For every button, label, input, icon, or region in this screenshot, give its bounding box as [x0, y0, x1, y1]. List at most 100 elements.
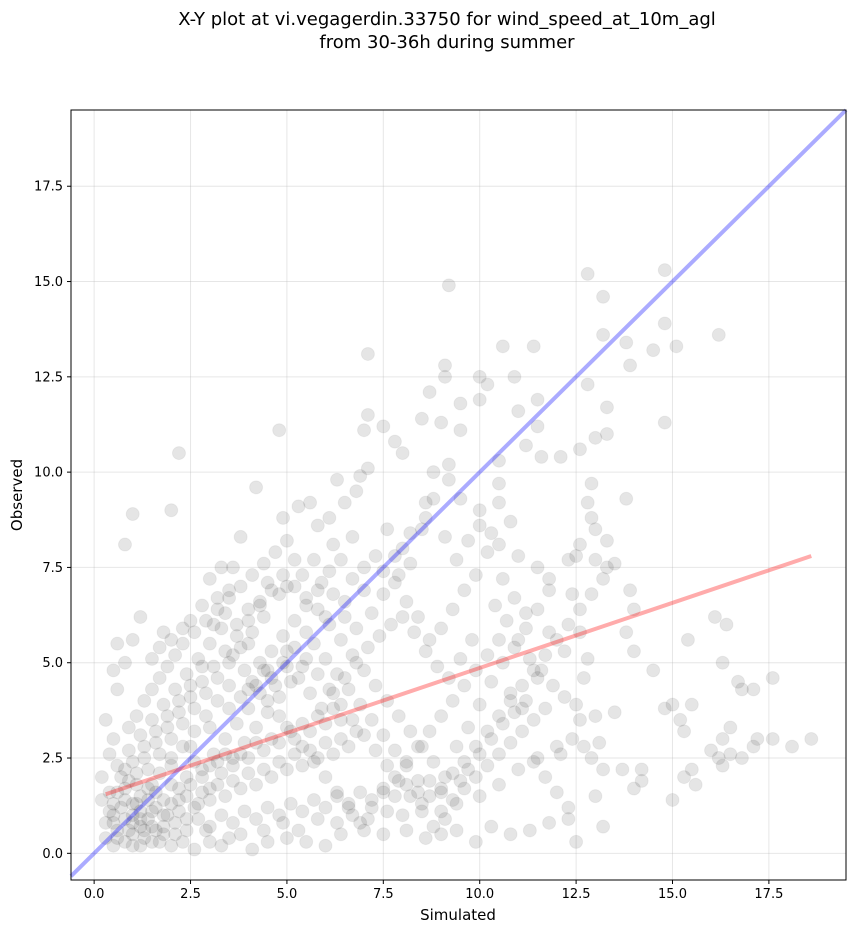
data-point [310, 709, 325, 724]
data-point [596, 289, 611, 304]
data-point [102, 785, 117, 800]
data-point [438, 812, 453, 827]
data-point [511, 548, 526, 563]
data-point [576, 739, 591, 754]
data-point [495, 571, 510, 586]
data-point [326, 537, 341, 552]
data-point [225, 648, 240, 663]
data-point [580, 377, 595, 392]
data-point [395, 446, 410, 461]
data-point [326, 701, 341, 716]
data-point [164, 758, 179, 773]
data-point [117, 812, 132, 827]
data-point [148, 735, 163, 750]
data-point [222, 583, 237, 598]
data-point [283, 674, 298, 689]
data-point [179, 812, 194, 827]
data-point [353, 815, 368, 830]
data-point [434, 827, 449, 842]
data-point [472, 503, 487, 518]
data-point [711, 327, 726, 342]
data-point [403, 556, 418, 571]
data-point [310, 812, 325, 827]
data-point [596, 571, 611, 586]
data-point [518, 438, 533, 453]
data-point [210, 754, 225, 769]
data-point [461, 720, 476, 735]
data-point [264, 731, 279, 746]
data-point [626, 602, 641, 617]
data-point [183, 613, 198, 628]
data-point [634, 762, 649, 777]
data-point [164, 503, 179, 518]
data-point [252, 594, 267, 609]
data-point [225, 773, 240, 788]
data-point [503, 693, 518, 708]
data-point [206, 617, 221, 632]
data-point [129, 709, 144, 724]
data-point [160, 720, 175, 735]
x-tick-label: 10.0 [465, 887, 494, 902]
data-point [588, 789, 603, 804]
data-point [137, 823, 152, 838]
y-tick-label: 7.5 [42, 561, 63, 576]
data-point [584, 587, 599, 602]
data-point [518, 621, 533, 636]
data-point [164, 796, 179, 811]
data-point [141, 792, 156, 807]
data-point [399, 754, 414, 769]
data-point [156, 697, 171, 712]
data-point [515, 701, 530, 716]
data-point [372, 629, 387, 644]
data-point [584, 476, 599, 491]
data-point [210, 670, 225, 685]
data-point [318, 609, 333, 624]
data-point [414, 411, 429, 426]
data-point [318, 716, 333, 731]
data-point [426, 819, 441, 834]
data-point [449, 552, 464, 567]
data-point [403, 789, 418, 804]
data-point [607, 556, 622, 571]
data-point [526, 663, 541, 678]
data-point [468, 834, 483, 849]
data-point [160, 808, 175, 823]
x-tick-label: 17.5 [754, 887, 783, 902]
data-point [665, 792, 680, 807]
x-tick-label: 5.0 [277, 887, 298, 902]
data-point [256, 609, 271, 624]
data-point [249, 777, 264, 792]
data-point [387, 770, 402, 785]
data-point [542, 571, 557, 586]
data-point [287, 731, 302, 746]
data-point [175, 739, 190, 754]
data-point [580, 266, 595, 281]
data-point [198, 823, 213, 838]
data-point [588, 522, 603, 537]
data-point [125, 815, 140, 830]
data-point [310, 583, 325, 598]
data-point [353, 697, 368, 712]
data-point [198, 686, 213, 701]
data-point [438, 529, 453, 544]
data-point [183, 777, 198, 792]
data-point [360, 640, 375, 655]
data-point [241, 602, 256, 617]
data-point [110, 682, 125, 697]
data-point [187, 724, 202, 739]
data-point [202, 636, 217, 651]
data-point [441, 457, 456, 472]
data-point [449, 796, 464, 811]
data-point [380, 804, 395, 819]
data-point [395, 541, 410, 556]
data-point [434, 781, 449, 796]
data-point [484, 526, 499, 541]
data-point [569, 697, 584, 712]
data-point [295, 804, 310, 819]
data-point [337, 670, 352, 685]
data-point [472, 697, 487, 712]
data-point [245, 842, 260, 857]
data-point [357, 583, 372, 598]
data-point [461, 533, 476, 548]
data-point [133, 804, 148, 819]
